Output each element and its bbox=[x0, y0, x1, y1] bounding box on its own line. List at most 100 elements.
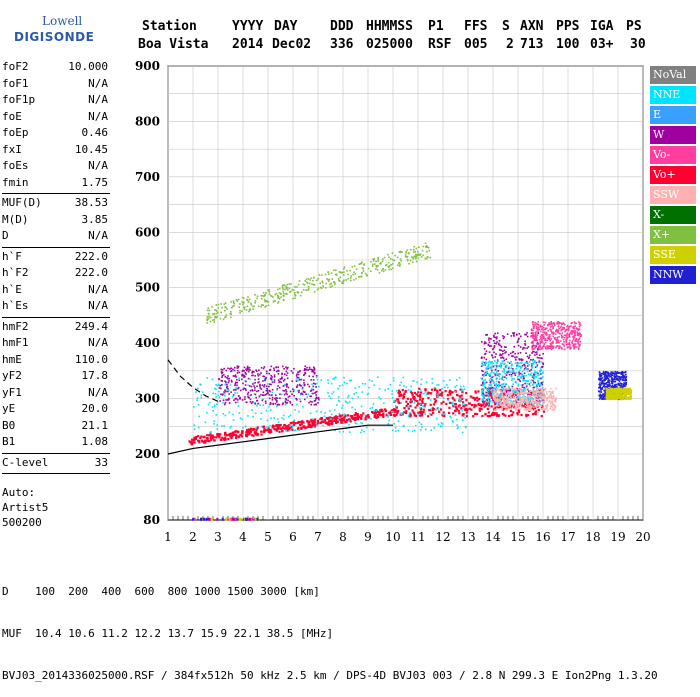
echo-point-sse bbox=[609, 393, 612, 396]
echo-point-vo bbox=[575, 340, 578, 342]
echo-point-nne bbox=[454, 390, 457, 393]
param-hmf2: hmF2 249.4 bbox=[2, 320, 108, 336]
echo-point-nne bbox=[510, 365, 513, 367]
echo-point-w bbox=[281, 373, 283, 376]
echo-point-w bbox=[491, 354, 493, 356]
echo-point-nnw bbox=[607, 380, 609, 382]
echo-point-nne bbox=[501, 377, 503, 379]
echo-point-sse bbox=[607, 392, 610, 394]
echo-point-w bbox=[273, 379, 276, 381]
echo-point-nnw bbox=[604, 371, 607, 373]
echo-point-x bbox=[365, 274, 368, 276]
echo-point-vo bbox=[561, 326, 564, 329]
echo-point-vo bbox=[491, 411, 495, 415]
echo-point-sse bbox=[606, 389, 608, 392]
header-label-4: HHMMSS bbox=[366, 19, 413, 34]
echo-point-vo bbox=[514, 393, 518, 396]
echo-point-vo bbox=[543, 343, 546, 345]
echo-point-ssw bbox=[538, 391, 540, 393]
echo-point-nne bbox=[530, 381, 532, 384]
echo-point-noise bbox=[242, 517, 245, 521]
echo-point-ssw bbox=[500, 400, 503, 403]
echo-point-vo bbox=[312, 423, 315, 426]
echo-point-x bbox=[417, 251, 419, 253]
echo-point-w bbox=[300, 392, 303, 395]
echo-point-w bbox=[282, 402, 284, 404]
x-tick-label: 15 bbox=[510, 530, 525, 544]
echo-point-w bbox=[526, 347, 529, 350]
echo-point-w bbox=[484, 341, 486, 343]
echo-point-x bbox=[216, 315, 219, 318]
echo-point-w bbox=[271, 396, 274, 399]
echo-point-w bbox=[502, 352, 504, 355]
echo-point-nne bbox=[513, 392, 516, 395]
echo-point-w bbox=[522, 384, 524, 386]
echo-point-x bbox=[422, 254, 424, 257]
echo-point-w bbox=[513, 335, 515, 337]
echo-point-vo bbox=[483, 405, 486, 408]
echo-point-nne bbox=[301, 388, 304, 390]
echo-point-nne bbox=[371, 406, 374, 409]
echo-point-nnw bbox=[607, 372, 609, 375]
echo-point-nne bbox=[425, 381, 428, 383]
echo-point-vo bbox=[554, 337, 556, 339]
echo-point-nne bbox=[215, 384, 217, 386]
echo-point-ssw bbox=[514, 409, 517, 411]
echo-point-sse bbox=[611, 394, 614, 397]
param-d: D N/A bbox=[2, 229, 108, 245]
echo-point-nne bbox=[335, 376, 337, 379]
echo-point-nne bbox=[517, 365, 520, 368]
echo-point-vo bbox=[484, 413, 487, 416]
echo-point-w bbox=[488, 390, 490, 393]
echo-point-x bbox=[414, 250, 417, 253]
echo-point-w bbox=[254, 393, 257, 396]
echo-point-sse bbox=[617, 387, 620, 390]
echo-point-vo bbox=[556, 336, 559, 339]
echo-point-ssw bbox=[551, 403, 554, 405]
echo-point-vo bbox=[556, 321, 559, 323]
echo-point-nne bbox=[533, 400, 535, 403]
echo-point-ssw bbox=[539, 395, 541, 398]
echo-point-w bbox=[499, 344, 501, 347]
echo-point-sse bbox=[626, 393, 629, 395]
echo-point-w bbox=[232, 389, 235, 391]
echo-point-ssw bbox=[552, 408, 554, 411]
echo-point-nne bbox=[200, 384, 202, 386]
echo-point-vo bbox=[465, 411, 468, 414]
footer-file-row: BVJ03_2014336025000.RSF / 384fx512h 50 k… bbox=[2, 669, 658, 682]
echo-point-nne bbox=[521, 373, 523, 376]
echo-point-nne bbox=[482, 361, 484, 363]
echo-point-vo bbox=[574, 346, 576, 348]
echo-point-nne bbox=[347, 394, 350, 397]
echo-point-x bbox=[399, 250, 402, 253]
echo-point-vo bbox=[578, 345, 581, 348]
echo-point-nne bbox=[344, 400, 347, 403]
echo-point-nne bbox=[197, 403, 200, 406]
echo-point-ssw bbox=[516, 397, 518, 400]
echo-point-vo bbox=[423, 404, 426, 408]
echo-point-ssw bbox=[546, 393, 548, 395]
echo-point-ssw bbox=[528, 399, 531, 401]
echo-point-w bbox=[541, 365, 544, 368]
echo-point-vo bbox=[350, 417, 354, 420]
echo-point-x bbox=[340, 271, 343, 274]
echo-point-nne bbox=[276, 388, 278, 391]
echo-point-ssw bbox=[498, 399, 501, 401]
echo-point-noise bbox=[250, 517, 253, 521]
echo-point-w bbox=[494, 373, 496, 376]
echo-point-vo bbox=[558, 341, 560, 344]
echo-point-vo bbox=[473, 403, 476, 407]
echo-point-w bbox=[511, 351, 514, 354]
echo-point-x bbox=[256, 297, 258, 300]
echo-point-ssw bbox=[548, 400, 551, 402]
echo-point-ssw bbox=[507, 399, 510, 402]
echo-point-vo bbox=[557, 321, 560, 323]
echo-point-nne bbox=[502, 388, 504, 391]
echo-point-w bbox=[518, 371, 520, 374]
echo-point-w bbox=[234, 382, 237, 385]
echo-point-vo bbox=[556, 340, 558, 342]
echo-point-w bbox=[221, 383, 223, 386]
echo-point-x bbox=[229, 316, 232, 319]
echo-point-nne bbox=[499, 400, 502, 402]
echo-point-sse bbox=[625, 393, 628, 396]
